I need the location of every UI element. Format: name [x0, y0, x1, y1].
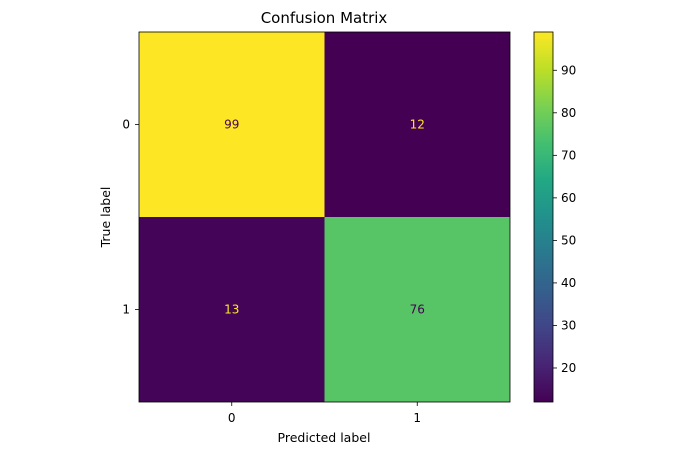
colorbar-tick-label: 90 [561, 63, 576, 77]
cell-value-label: 12 [410, 118, 425, 132]
plot-frame [138, 31, 511, 403]
cell-value-label: 99 [224, 118, 239, 132]
x-tick-label: 0 [228, 411, 236, 425]
x-axis-label: Predicted label [278, 430, 371, 445]
cell-value-label: 13 [224, 303, 239, 317]
colorbar-tick-label: 20 [561, 361, 576, 375]
heatmap-cell [324, 32, 510, 217]
heatmap-cell [139, 32, 325, 217]
colorbar [534, 32, 553, 402]
heatmap-cell [324, 217, 510, 402]
colorbar-tick-label: 40 [561, 276, 576, 290]
colorbar-tick-label: 30 [561, 318, 576, 332]
colorbar-tick-label: 70 [561, 148, 576, 162]
y-axis-label: True label [98, 187, 113, 249]
y-axis-ticks: 01 [122, 118, 139, 317]
colorbar-frame [533, 31, 554, 403]
y-tick-label: 1 [122, 303, 130, 317]
cell-value-label: 76 [410, 303, 425, 317]
x-tick-label: 1 [413, 411, 421, 425]
heatmap-cell [139, 217, 325, 402]
colorbar-tick-label: 80 [561, 106, 576, 120]
colorbar-tick-label: 50 [561, 233, 576, 247]
heatmap-cells: 99 12 13 76 [139, 32, 510, 402]
colorbar-tick-label: 60 [561, 191, 576, 205]
y-tick-label: 0 [122, 118, 130, 132]
chart-title: Confusion Matrix [261, 9, 388, 27]
colorbar-ticks: 20 30 40 50 60 70 80 90 [553, 63, 576, 375]
